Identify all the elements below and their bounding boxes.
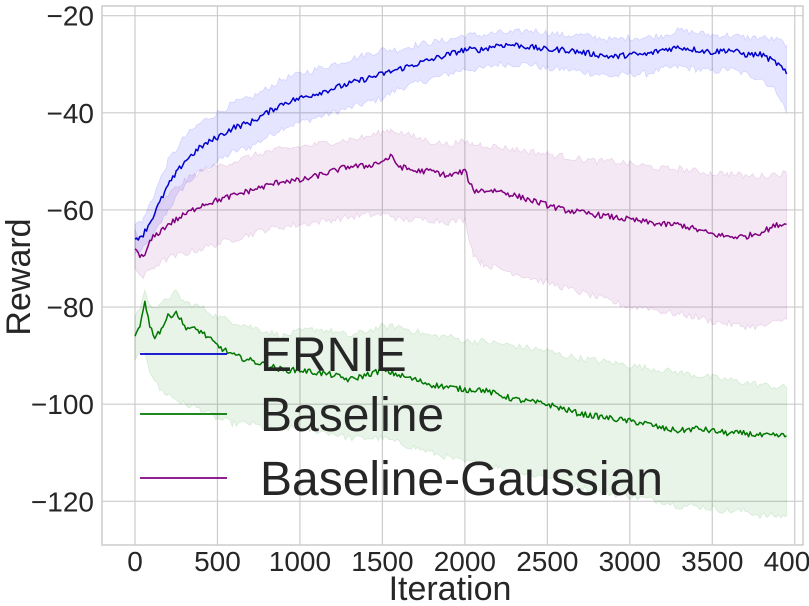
x-tick-label: 3000 [599,546,661,577]
line-ernie [134,42,788,241]
gridlines [102,6,803,545]
plot-area-frame [101,5,804,546]
plot-area-background [102,6,803,545]
x-tick-label: 1000 [269,546,331,577]
x-tick-labels: 0 500 1000 1500 2000 2500 3000 3500 4000 [127,546,809,577]
y-tick-labels: −120 −100 −80 −60 −40 −20 [31,1,94,518]
y-tick-label: −20 [47,1,95,32]
y-tick-label: −100 [31,389,94,420]
x-tick-label: 500 [194,546,241,577]
y-tick-label: −80 [47,292,95,323]
legend-label-baseline: Baseline [260,389,444,442]
legend-label-baseline-gaussian: Baseline-Gaussian [260,453,663,506]
y-tick-label: −40 [47,98,95,129]
x-tick-label: 4000 [764,546,809,577]
series-lines [134,42,788,438]
legend: ERNIE Baseline Baseline-Gaussian [140,329,663,506]
x-tick-label: 0 [127,546,143,577]
x-tick-label: 2000 [434,546,496,577]
line-baseline [134,300,787,438]
y-axis-label: Reward [0,218,38,335]
y-tick-label: −60 [47,195,95,226]
y-tick-label: −120 [31,486,94,517]
band-ernie [134,26,787,255]
x-tick-label: 2500 [516,546,578,577]
x-axis-label: Iteration [389,570,512,606]
band-baseline [134,288,787,520]
line-baseline-gaussian [134,153,787,259]
legend-label-ernie: ERNIE [260,329,407,382]
x-tick-label: 1500 [351,546,413,577]
x-tick-label: 3500 [681,546,743,577]
